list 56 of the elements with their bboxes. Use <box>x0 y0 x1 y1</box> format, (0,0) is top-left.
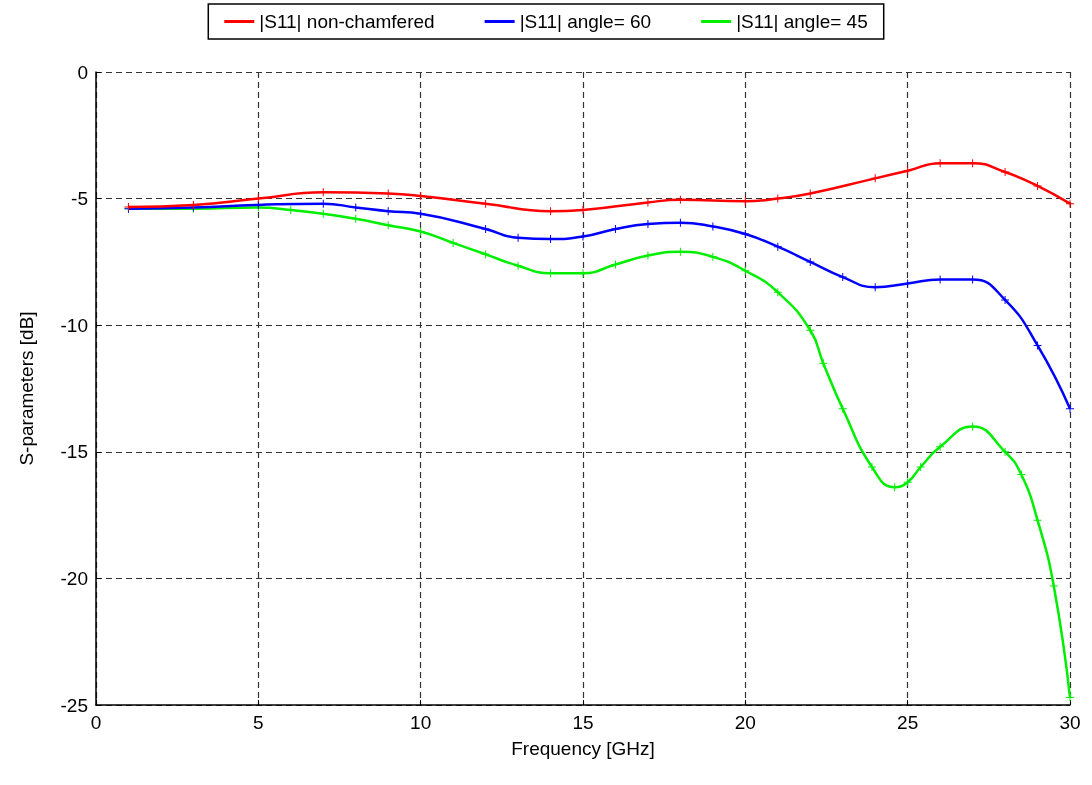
point <box>481 250 490 259</box>
y-tick-label: -25 <box>60 694 88 716</box>
point <box>1066 693 1074 702</box>
point <box>838 273 847 282</box>
point <box>916 462 925 471</box>
y-tick-label: -5 <box>71 188 88 210</box>
point <box>1033 341 1042 350</box>
point <box>1049 582 1058 590</box>
x-tick-label: 20 <box>734 712 756 733</box>
x-tick-label: 5 <box>253 712 264 733</box>
x-tick-label: 0 <box>90 712 102 733</box>
x-tick-label: 15 <box>572 712 594 733</box>
point <box>1001 168 1010 177</box>
x-tick-label: 25 <box>897 712 919 733</box>
point <box>416 209 425 218</box>
point <box>936 442 945 451</box>
point <box>351 214 360 223</box>
y-tick-label: -20 <box>60 567 88 589</box>
point <box>481 224 490 233</box>
point <box>1001 295 1010 304</box>
point <box>819 359 828 368</box>
point <box>1066 199 1074 208</box>
y-tick-label: -15 <box>60 441 88 463</box>
point <box>903 166 912 175</box>
x-tick-label: 30 <box>1059 712 1081 733</box>
legend-label: |S11| angle= 45 <box>736 11 868 32</box>
point <box>1017 470 1026 479</box>
point <box>449 238 458 247</box>
point <box>741 266 750 275</box>
point <box>1001 447 1010 456</box>
point <box>773 288 782 297</box>
point <box>806 326 815 335</box>
legend-label: |S11| non-chamfered <box>259 11 435 32</box>
point <box>773 242 782 251</box>
y-tick-label: -10 <box>60 314 88 336</box>
point <box>1066 404 1074 413</box>
point <box>514 261 523 270</box>
point <box>1033 516 1042 525</box>
y-tick-label: 0 <box>77 61 88 83</box>
point <box>838 404 847 413</box>
point <box>741 230 750 239</box>
x-tick-label: 10 <box>410 712 432 733</box>
point <box>903 478 912 487</box>
x-axis-title: Frequency [GHz] <box>511 738 655 759</box>
y-axis-title: S-parameters [dB] <box>16 311 37 466</box>
point <box>871 174 880 183</box>
point <box>611 224 620 233</box>
point <box>416 192 425 201</box>
point <box>384 221 393 230</box>
point <box>416 227 425 236</box>
point <box>611 260 620 269</box>
point <box>867 462 876 471</box>
point <box>708 252 717 261</box>
point <box>806 257 815 266</box>
legend-label: |S11| angle= 60 <box>519 11 652 32</box>
point <box>1033 181 1042 190</box>
